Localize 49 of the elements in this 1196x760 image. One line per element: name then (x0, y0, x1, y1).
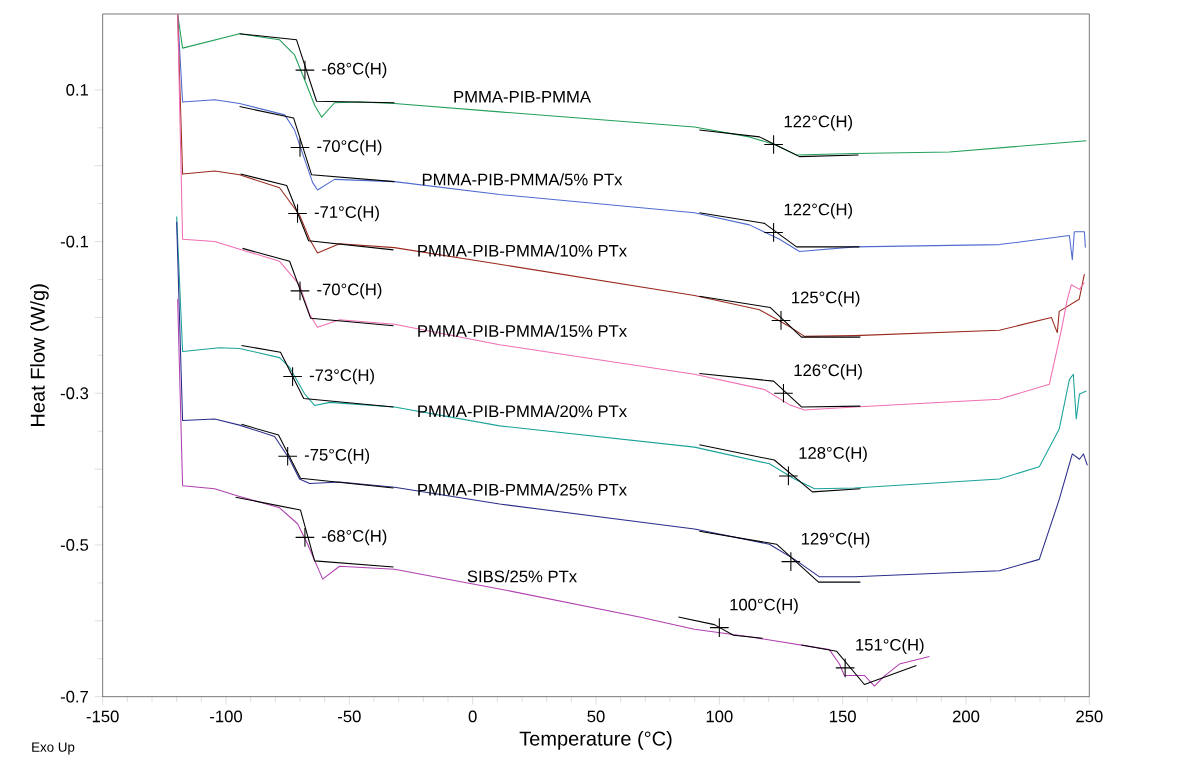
line-series (698, 129, 859, 158)
annotation: 128°C(H) (799, 446, 867, 463)
x-tick-label: 100 (706, 710, 733, 723)
series-label: PMMA-PIB-PMMA (454, 90, 591, 103)
y-tick-label: -0.7 (60, 690, 88, 703)
series-label: PMMA-PIB-PMMA/25% PTx (418, 483, 627, 496)
annotation: -68°C(H) (322, 529, 387, 546)
annotation: 125°C(H) (792, 291, 860, 307)
series-label: PMMA-PIB-PMMA/20% PTx (418, 404, 627, 418)
annotation: 126°C(H) (794, 363, 862, 380)
line-series (241, 423, 395, 489)
annotation: -73°C(H) (309, 368, 374, 385)
line-series (239, 33, 396, 104)
series-label: SIBS/25% PTx (467, 570, 577, 583)
y-tick-label: -0.1 (60, 235, 89, 248)
x-tick-label: 250 (1076, 710, 1103, 723)
annotation: -71°C(H) (314, 205, 379, 222)
annotation: -68°C(H) (322, 62, 387, 78)
x-tick-label: -100 (210, 710, 243, 723)
series-label: PMMA-PIB-PMMA/15% PTx (418, 324, 627, 337)
annotation: 122°C(H) (784, 115, 853, 131)
x-tick-label: 50 (587, 710, 605, 723)
annotation: 151°C(H) (856, 638, 924, 655)
line-series (240, 173, 395, 251)
x-axis-title: Temperature (°C) (519, 731, 672, 750)
annotation: 122°C(H) (784, 203, 853, 219)
annotation: -70°C(H) (317, 283, 382, 299)
annotation: 129°C(H) (801, 532, 870, 548)
line-series (239, 106, 396, 183)
x-tick-label: 150 (830, 710, 856, 723)
annotation: -70°C(H) (317, 139, 382, 156)
x-tick-label: -50 (338, 710, 361, 723)
annotation: 100°C(H) (730, 598, 798, 614)
y-axis-title: Heat Flow (W/g) (30, 284, 49, 426)
annotation: -75°C(H) (304, 448, 370, 464)
x-tick-label: 200 (952, 710, 980, 723)
line-series (235, 496, 395, 568)
line-series (241, 247, 395, 327)
y-tick-label: -0.3 (60, 387, 89, 400)
series-label: PMMA-PIB-PMMA/10% PTx (418, 244, 627, 257)
x-tick-label: 0 (468, 710, 477, 723)
line-series (177, 13, 1087, 156)
y-tick-label: 0.1 (66, 83, 89, 96)
series-label: PMMA-PIB-PMMA/5% PTx (422, 173, 623, 186)
line-series (677, 616, 764, 639)
y-tick-label: -0.5 (60, 539, 89, 551)
x-tick-label: -150 (86, 710, 119, 723)
text: Exo Up (32, 742, 75, 755)
line-series (241, 344, 395, 408)
